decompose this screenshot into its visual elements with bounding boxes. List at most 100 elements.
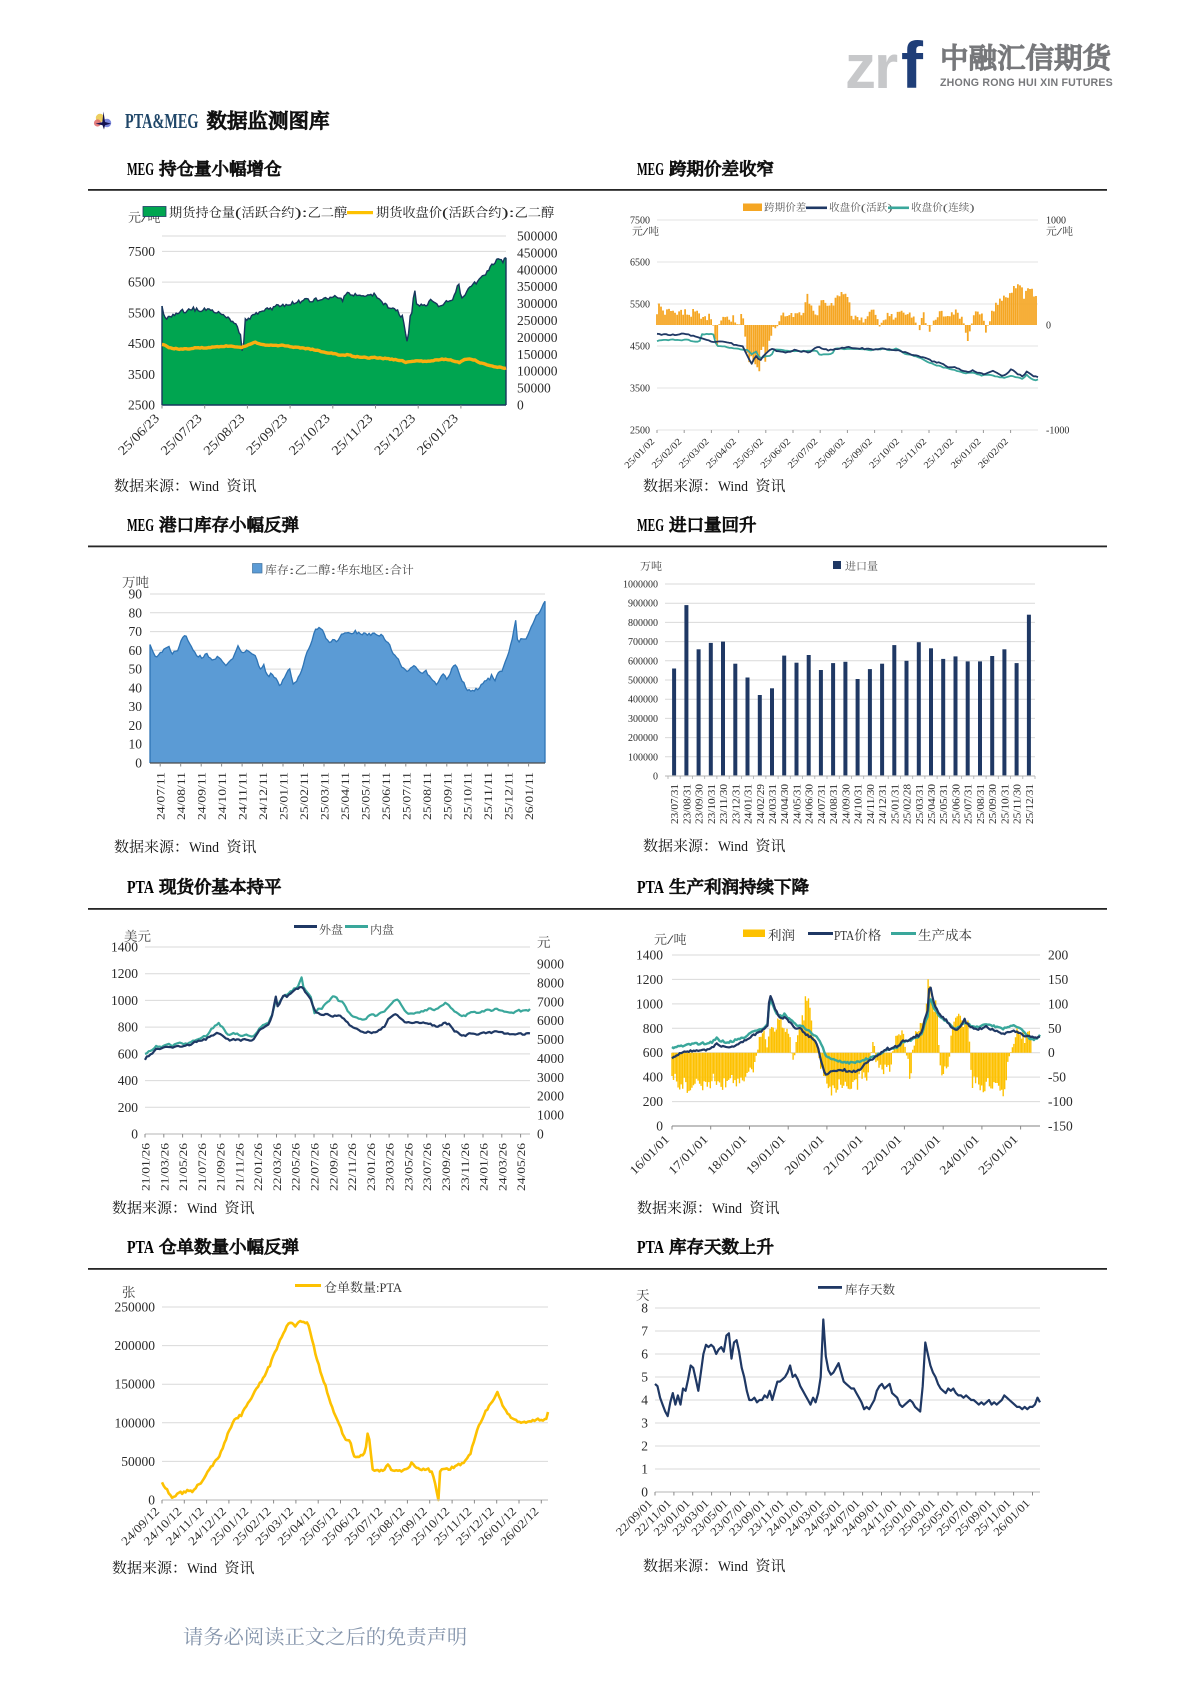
svg-text::PTA: :PTA — [376, 1280, 403, 1295]
svg-text:22/03/26: 22/03/26 — [270, 1143, 284, 1191]
svg-text:25/01/11: 25/01/11 — [277, 772, 291, 820]
svg-text:7000: 7000 — [537, 994, 564, 1009]
svg-text:24/09/11: 24/09/11 — [195, 772, 209, 820]
svg-text:200: 200 — [1048, 948, 1069, 963]
svg-text:25/06/11: 25/06/11 — [379, 772, 393, 820]
svg-text:500000: 500000 — [517, 229, 558, 244]
svg-text:24/08/11: 24/08/11 — [174, 772, 188, 820]
svg-text:0: 0 — [148, 1493, 155, 1508]
svg-text:3: 3 — [641, 1416, 648, 1431]
svg-text:(: ( — [943, 203, 949, 214]
svg-text:4: 4 — [641, 1393, 648, 1408]
svg-text:1000: 1000 — [1046, 216, 1066, 227]
svg-text:100: 100 — [1048, 996, 1069, 1011]
svg-text:8: 8 — [641, 1301, 648, 1316]
svg-text:700000: 700000 — [628, 637, 658, 648]
svg-text:0: 0 — [131, 1127, 138, 1142]
svg-text:2: 2 — [641, 1439, 648, 1454]
svg-text:23/07/31: 23/07/31 — [670, 784, 681, 824]
svg-text:100000: 100000 — [115, 1415, 156, 1430]
svg-text:24/10/31: 24/10/31 — [854, 784, 865, 824]
svg-text:25/04/11: 25/04/11 — [338, 772, 352, 820]
svg-text:10: 10 — [129, 737, 143, 752]
svg-text:25/08/23: 25/08/23 — [200, 411, 247, 458]
svg-text:21/03/26: 21/03/26 — [157, 1143, 171, 1191]
svg-text:0: 0 — [653, 772, 658, 783]
svg-text:7500: 7500 — [630, 216, 650, 227]
svg-text:25/02/28: 25/02/28 — [903, 784, 914, 824]
svg-text:3000: 3000 — [537, 1070, 564, 1085]
svg-text:150000: 150000 — [115, 1377, 156, 1392]
svg-text:2500: 2500 — [128, 398, 155, 413]
svg-text:5500: 5500 — [128, 305, 155, 320]
svg-text:):: ): — [501, 205, 514, 220]
svg-text:24/05/26: 24/05/26 — [514, 1143, 528, 1191]
svg-text:23/07/26: 23/07/26 — [420, 1143, 434, 1191]
svg-text::: : — [330, 563, 336, 577]
svg-text:25/01/01: 25/01/01 — [975, 1132, 1020, 1177]
svg-text:MEG: MEG — [127, 159, 154, 179]
svg-text:23/11/30: 23/11/30 — [719, 784, 730, 824]
svg-text:1: 1 — [641, 1462, 648, 1477]
svg-text:23/05/26: 23/05/26 — [401, 1143, 415, 1191]
svg-text:1000000: 1000000 — [623, 580, 658, 591]
svg-text:600000: 600000 — [628, 656, 658, 667]
svg-text:/: / — [643, 226, 648, 238]
svg-text:24/05/31: 24/05/31 — [793, 784, 804, 824]
svg-text:25/08/11: 25/08/11 — [420, 772, 434, 820]
svg-text:22/11/26: 22/11/26 — [345, 1143, 359, 1191]
svg-text:300000: 300000 — [628, 714, 658, 725]
svg-text:23/10/31: 23/10/31 — [707, 784, 718, 824]
svg-text:30: 30 — [129, 699, 143, 714]
svg-text:1400: 1400 — [111, 940, 138, 955]
svg-text:200: 200 — [643, 1094, 664, 1109]
svg-text:25/07/11: 25/07/11 — [399, 772, 413, 820]
svg-text:25/06/23: 25/06/23 — [115, 411, 162, 458]
svg-text:800000: 800000 — [628, 618, 658, 629]
svg-text:25/03/11: 25/03/11 — [318, 772, 332, 820]
svg-text:(: ( — [442, 205, 449, 220]
svg-text:):: ): — [294, 205, 307, 220]
svg-text:-1000: -1000 — [1046, 426, 1069, 437]
svg-text:24/09/30: 24/09/30 — [841, 784, 852, 824]
svg-text:Wind: Wind — [712, 1201, 742, 1217]
svg-text:MEG: MEG — [127, 515, 154, 535]
svg-text:400: 400 — [118, 1073, 139, 1088]
svg-text:800: 800 — [643, 1021, 664, 1036]
svg-text:400000: 400000 — [517, 262, 558, 277]
svg-text:-50: -50 — [1048, 1070, 1066, 1085]
svg-text:250000: 250000 — [517, 313, 558, 328]
svg-text:0: 0 — [1048, 1045, 1055, 1060]
svg-text:Wind: Wind — [187, 1201, 217, 1217]
svg-text:23/11/26: 23/11/26 — [458, 1143, 472, 1191]
svg-text:5: 5 — [641, 1370, 648, 1385]
svg-text:1000: 1000 — [537, 1108, 564, 1123]
svg-text:25/10/31: 25/10/31 — [1000, 784, 1011, 824]
svg-text:24/04/30: 24/04/30 — [780, 784, 791, 824]
svg-text:24/07/31: 24/07/31 — [817, 784, 828, 824]
svg-text:24/01/01: 24/01/01 — [937, 1132, 982, 1177]
svg-text:-150: -150 — [1048, 1119, 1073, 1134]
svg-text:6: 6 — [641, 1347, 648, 1362]
svg-text:25/11/11: 25/11/11 — [481, 772, 495, 820]
svg-text:-100: -100 — [1048, 1094, 1073, 1109]
svg-text:25/09/11: 25/09/11 — [440, 772, 454, 820]
svg-text:4500: 4500 — [128, 336, 155, 351]
svg-text:0: 0 — [537, 1127, 544, 1142]
svg-text:5500: 5500 — [630, 300, 650, 311]
svg-text:800: 800 — [118, 1020, 139, 1035]
svg-text:0: 0 — [641, 1485, 648, 1500]
svg-text:24/03/26: 24/03/26 — [495, 1143, 509, 1191]
svg-text:Wind: Wind — [189, 479, 219, 495]
svg-text:25/05/11: 25/05/11 — [358, 772, 372, 820]
svg-text:PTA: PTA — [127, 1237, 154, 1257]
svg-text:50000: 50000 — [517, 381, 551, 396]
svg-text:PTA: PTA — [637, 1237, 664, 1257]
svg-text:24/03/31: 24/03/31 — [768, 784, 779, 824]
svg-text:24/10/11: 24/10/11 — [215, 772, 229, 820]
svg-text:22/05/26: 22/05/26 — [289, 1143, 303, 1191]
svg-text:90: 90 — [129, 587, 143, 602]
svg-text:25/09/23: 25/09/23 — [243, 411, 290, 458]
svg-text:MEG: MEG — [637, 515, 664, 535]
svg-text:24/11/30: 24/11/30 — [866, 784, 877, 824]
